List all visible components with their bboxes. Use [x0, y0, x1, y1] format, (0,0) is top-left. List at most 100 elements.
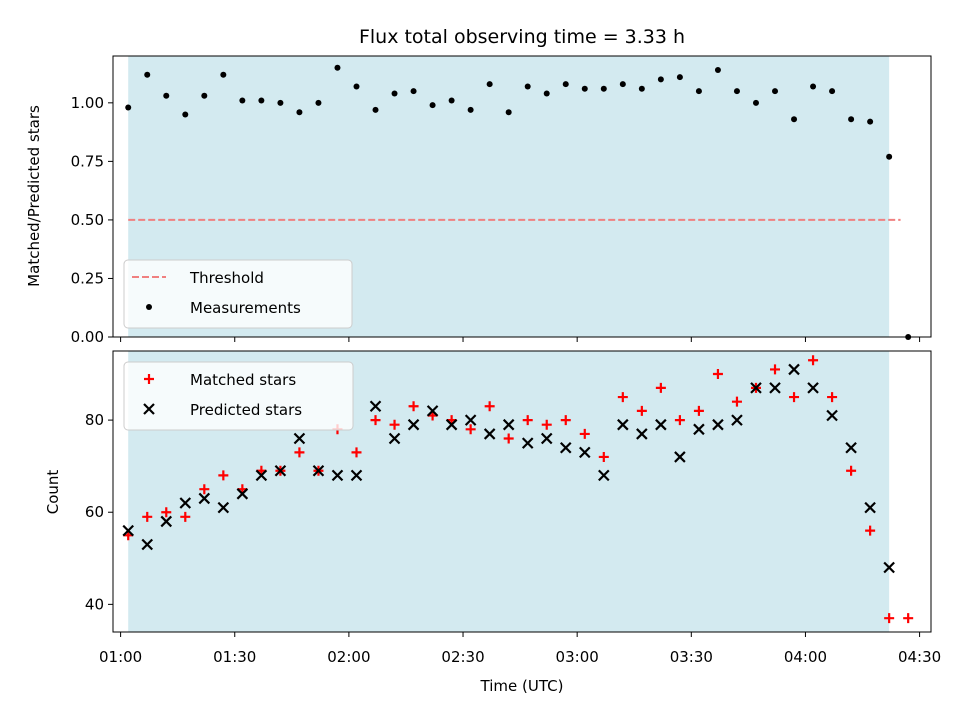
data-point: [655, 382, 666, 393]
data-point: [884, 613, 895, 624]
data-point: [483, 428, 496, 440]
data-point: [125, 104, 132, 111]
y-tick-label: 60: [85, 503, 104, 521]
legend-swatch: [146, 304, 152, 310]
data-point: [334, 64, 341, 71]
bottom-plot: 40 60 80 01:00 01:30 02:00 02:30 03:00 03:30 04:0…: [85, 350, 941, 666]
data-point: [179, 497, 192, 509]
data-point: [695, 88, 702, 95]
data-point: [791, 116, 798, 123]
data-point: [144, 71, 151, 78]
data-point: [579, 428, 590, 439]
data-point: [464, 414, 477, 426]
data-point: [733, 88, 740, 95]
data-point: [521, 437, 534, 449]
data-point: [426, 405, 439, 417]
data-point: [294, 447, 305, 458]
data-point: [827, 392, 838, 403]
plot-frame: [112, 55, 932, 338]
data-point: [503, 433, 514, 444]
top-plot: 0.00 0.25 0.50 0.75 1.00 Threshold Measurement…: [71, 55, 932, 346]
data-point: [598, 469, 610, 482]
data-point: [578, 446, 591, 459]
top-y-axis-label: Matched/Predicted stars: [25, 105, 43, 287]
data-point: [486, 81, 493, 88]
data-point: [617, 418, 629, 431]
legend-label: Measurements: [190, 299, 301, 317]
data-point: [810, 83, 817, 90]
y-tick-label: 0.75: [71, 152, 104, 170]
data-point: [218, 470, 229, 481]
data-point: [674, 415, 685, 426]
data-point: [445, 418, 458, 431]
data-point: [467, 106, 474, 113]
data-point: [788, 363, 800, 376]
data-point: [465, 424, 476, 435]
data-point: [676, 74, 683, 81]
data-point: [560, 415, 571, 426]
data-point: [674, 451, 686, 463]
data-point: [638, 85, 645, 92]
data-point: [770, 364, 781, 375]
data-point: [636, 428, 648, 440]
data-point: [331, 469, 344, 482]
data-point: [636, 405, 647, 416]
data-point: [712, 418, 724, 431]
data-point: [540, 432, 553, 445]
data-point: [484, 401, 495, 412]
data-point: [274, 464, 287, 477]
data-point: [201, 92, 208, 99]
data-point: [772, 88, 779, 95]
data-point: [350, 469, 363, 482]
data-point: [351, 447, 362, 458]
data-point: [562, 81, 569, 88]
data-point: [617, 392, 628, 403]
data-point: [886, 153, 893, 160]
x-tick-label: 03:00: [556, 648, 599, 666]
data-point: [389, 419, 400, 430]
data-point: [369, 400, 382, 413]
data-point: [255, 469, 268, 482]
data-point: [731, 396, 742, 407]
x-tick-label: 01:00: [99, 648, 142, 666]
series-measurements: [125, 64, 912, 340]
data-point: [141, 538, 154, 551]
x-axis-label: Time (UTC): [480, 677, 564, 695]
data-point: [180, 511, 191, 522]
data-point: [217, 501, 230, 514]
data-point: [522, 415, 533, 426]
data-point: [429, 102, 436, 109]
legend-label: Matched stars: [190, 371, 296, 389]
data-point: [808, 355, 819, 366]
data-point: [370, 415, 381, 426]
data-point: [122, 524, 134, 537]
plot-frame: [112, 350, 932, 633]
y-tick-label: 0.00: [71, 328, 104, 346]
y-tick-label: 1.00: [71, 94, 104, 112]
data-point: [258, 97, 265, 104]
data-point: [388, 432, 401, 445]
series-predicted-stars: [122, 363, 895, 574]
legend-box: [123, 259, 353, 329]
legend-swatch: [143, 403, 155, 415]
data-point: [657, 76, 664, 83]
data-point: [407, 418, 420, 431]
data-point: [581, 85, 588, 92]
legend-label: Predicted stars: [190, 401, 302, 419]
data-point: [372, 106, 379, 113]
data-point: [731, 414, 743, 426]
data-point: [182, 111, 189, 118]
data-point: [161, 507, 172, 518]
bottom-y-axis-label: Count: [44, 470, 62, 515]
data-point: [769, 382, 781, 394]
x-tick-label: 04:30: [898, 648, 941, 666]
x-tick-label: 01:30: [213, 648, 256, 666]
data-point: [712, 369, 723, 380]
data-point: [524, 83, 531, 90]
y-tick-label: 80: [85, 411, 104, 429]
y-tick-label: 0.50: [71, 211, 104, 229]
data-point: [750, 382, 762, 394]
legend-box: [123, 361, 354, 431]
data-point: [408, 401, 419, 412]
data-point: [598, 451, 609, 462]
